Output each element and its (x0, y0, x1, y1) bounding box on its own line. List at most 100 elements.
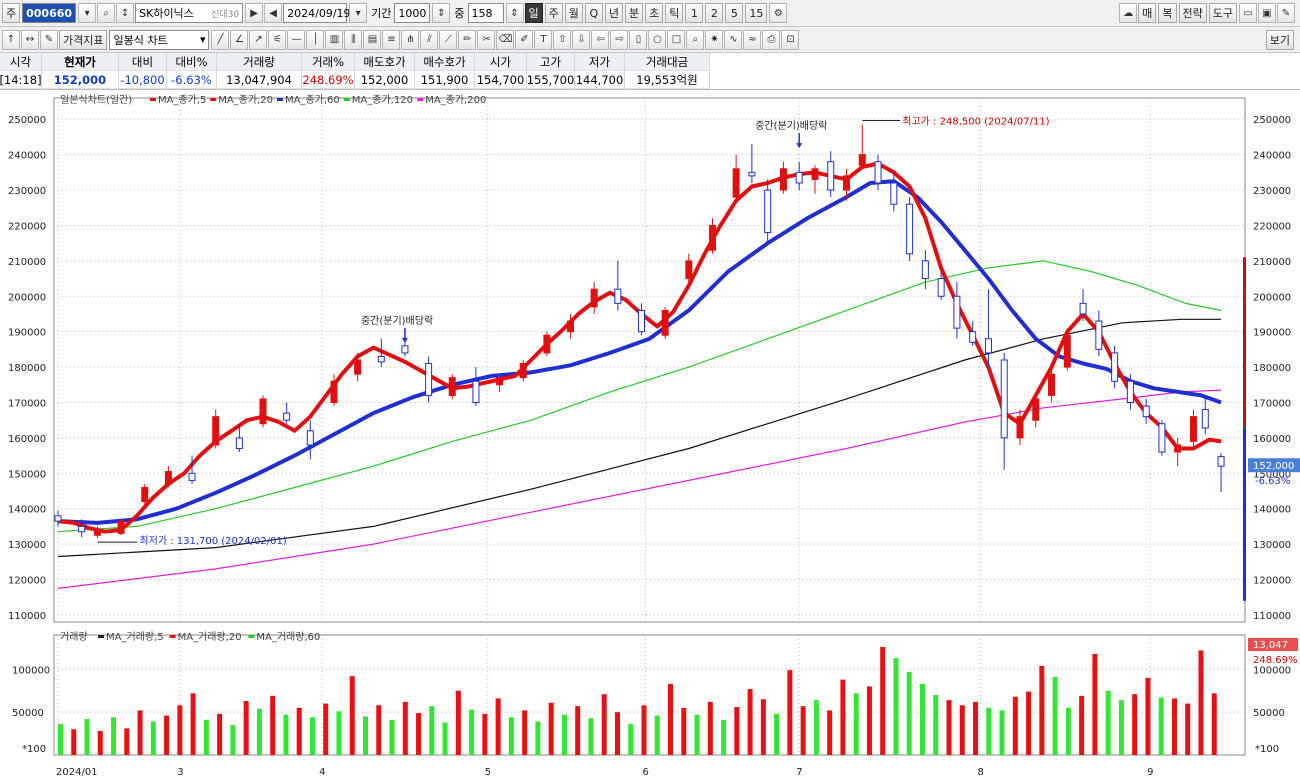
candle-body (906, 203, 914, 255)
wrench-icon[interactable]: ✎ (1277, 3, 1295, 23)
cycle-icon[interactable]: ⫼ (344, 29, 363, 50)
candle-body (472, 380, 480, 403)
circle-icon[interactable]: ○ (648, 29, 667, 50)
volume-tick-label-right: 50000 (1253, 708, 1285, 719)
volume-bar (97, 731, 103, 755)
edit-icon[interactable]: ✎ (40, 29, 58, 50)
rect-icon[interactable]: □ (667, 29, 686, 50)
right-toolbar-button[interactable]: 복 (1158, 3, 1177, 23)
timeframe-button[interactable]: 2 (705, 3, 724, 23)
volume-bar (628, 724, 634, 755)
view-button[interactable]: 보기 (1265, 29, 1294, 50)
candle-body (590, 288, 598, 308)
print-icon[interactable]: ⎙ (762, 29, 781, 50)
target-icon[interactable]: ✷ (705, 29, 724, 50)
parallel-icon[interactable]: ⫽ (420, 29, 439, 50)
pencil-icon[interactable]: ✏ (458, 29, 477, 50)
volume-bar (906, 671, 912, 755)
pitchfork-icon[interactable]: ⋔ (401, 29, 420, 50)
timeframe-button[interactable]: 초 (645, 3, 664, 23)
date-tick-label: 5 (485, 767, 491, 778)
chart-type-value: 일봉식 차트 (113, 33, 168, 47)
cloud-icon[interactable]: ☁ (1119, 3, 1138, 23)
search-icon[interactable]: ⌕ (97, 3, 116, 23)
date-dropdown-icon[interactable]: ▾ (349, 3, 368, 23)
timeframe-button[interactable]: 일 (524, 3, 543, 23)
volume-bar (548, 702, 554, 755)
overlap-input[interactable]: 158 (467, 3, 504, 23)
chart-area[interactable]: 110000 110000 120000 120000 130000 130000 1400… (0, 90, 1300, 778)
timeframe-button[interactable]: 분 (625, 3, 644, 23)
doc-icon[interactable]: ▯ (629, 29, 648, 50)
stock-code-input[interactable]: 000660 (22, 3, 77, 23)
up-arrow-icon[interactable]: ↑ (2, 29, 20, 50)
candle-body (1032, 398, 1040, 421)
quote-value-cell: [14:18] (0, 71, 42, 89)
volume-bar (111, 717, 117, 755)
timeframe-button[interactable]: 월 (564, 3, 583, 23)
code-dropdown-icon[interactable]: ▾ (78, 3, 97, 23)
trend-icon[interactable]: ↗ (249, 29, 268, 50)
text-icon[interactable]: T (534, 29, 553, 50)
candle-body (921, 260, 929, 280)
timeframe-button[interactable]: 5 (725, 3, 744, 23)
ma20-line (57, 179, 1222, 525)
sort-icon[interactable]: ↕ (116, 3, 135, 23)
wave-icon[interactable]: ∿ (724, 29, 743, 50)
note-icon[interactable]: ✐ (515, 29, 534, 50)
timeframe-button[interactable]: 년 (604, 3, 623, 23)
indicator-button[interactable]: 가격지표 (59, 29, 108, 50)
timeframe-button[interactable]: 1 (685, 3, 704, 23)
settings-icon[interactable]: ⚙ (769, 3, 788, 23)
wave2-icon[interactable]: ≈ (743, 29, 762, 50)
chart-type-select[interactable]: 일봉식 차트 ▾ (109, 29, 210, 50)
grid-icon[interactable]: ▥ (325, 29, 344, 50)
right-toolbar-button[interactable]: 도구 (1208, 3, 1237, 23)
right-toolbar-button[interactable]: 매 (1138, 3, 1157, 23)
date-input[interactable]: 2024/09/19 (283, 3, 351, 23)
lock-icon[interactable]: ⊡ (781, 29, 800, 50)
zoom-icon[interactable]: ⌕ (686, 29, 705, 50)
period-mode-button[interactable]: 주 (2, 3, 21, 23)
back-icon[interactable]: ◀ (264, 3, 283, 23)
line-icon[interactable]: ╱ (211, 29, 230, 50)
price-tick-label: 230000 (8, 186, 46, 197)
fib-icon[interactable]: ≡ (382, 29, 401, 50)
price-tick-label-right: 220000 (1253, 221, 1291, 232)
channel-icon[interactable]: ▤ (363, 29, 382, 50)
play-icon[interactable]: ▶ (245, 3, 264, 23)
period-input[interactable]: 1000 (394, 3, 431, 23)
left-icon[interactable]: ⇦ (591, 29, 610, 50)
price-tick-label-right: 250000 (1253, 115, 1291, 126)
open-icon[interactable]: ▭ (1239, 3, 1257, 23)
timeframe-button[interactable]: 15 (745, 3, 768, 23)
overlap-spin-icon[interactable]: ⇕ (505, 3, 524, 23)
legend-swatch (150, 98, 156, 101)
date-tick-label: 2024/01 (56, 767, 98, 778)
down-icon[interactable]: ⇩ (572, 29, 591, 50)
right-icon[interactable]: ⇨ (610, 29, 629, 50)
candle-body (984, 338, 992, 354)
volume-bar (973, 701, 979, 755)
price-tick-label: 150000 (8, 469, 46, 480)
save-icon[interactable]: ▣ (1258, 3, 1276, 23)
fan-icon[interactable]: ⚟ (268, 29, 287, 50)
price-volume-chart[interactable]: 110000 110000 120000 120000 130000 130000 1400… (0, 90, 1300, 778)
candle-body (764, 189, 772, 234)
timeframe-button[interactable]: 주 (544, 3, 563, 23)
vline-icon[interactable]: │ (306, 29, 325, 50)
eraser-icon[interactable]: ⌫ (496, 29, 515, 50)
timeframe-button[interactable]: 틱 (665, 3, 684, 23)
drawing-toolbar: ↑ ↔ ✎ 가격지표 일봉식 차트 ▾ ╱ ∠ ↗ ⚟ — │ ▥ ⫼ ▤ ≡ ⋔ ⫽ ⟋ ✏ ✂ ⌫ ✐ T ⇧ ⇩… (0, 27, 1300, 53)
timeframe-button[interactable]: Q (584, 3, 603, 23)
hline-icon[interactable]: — (287, 29, 306, 50)
right-toolbar-button[interactable]: 전략 (1178, 3, 1207, 23)
up-icon[interactable]: ⇧ (553, 29, 572, 50)
volume-bar (442, 722, 448, 755)
expand-icon[interactable]: ↔ (21, 29, 39, 50)
stock-name-field[interactable]: SK하이닉스 신대30 (135, 3, 244, 23)
ray-icon[interactable]: ⟋ (439, 29, 458, 50)
spin-icon[interactable]: ⇕ (432, 3, 451, 23)
brush-icon[interactable]: ✂ (477, 29, 496, 50)
angle-icon[interactable]: ∠ (230, 29, 249, 50)
